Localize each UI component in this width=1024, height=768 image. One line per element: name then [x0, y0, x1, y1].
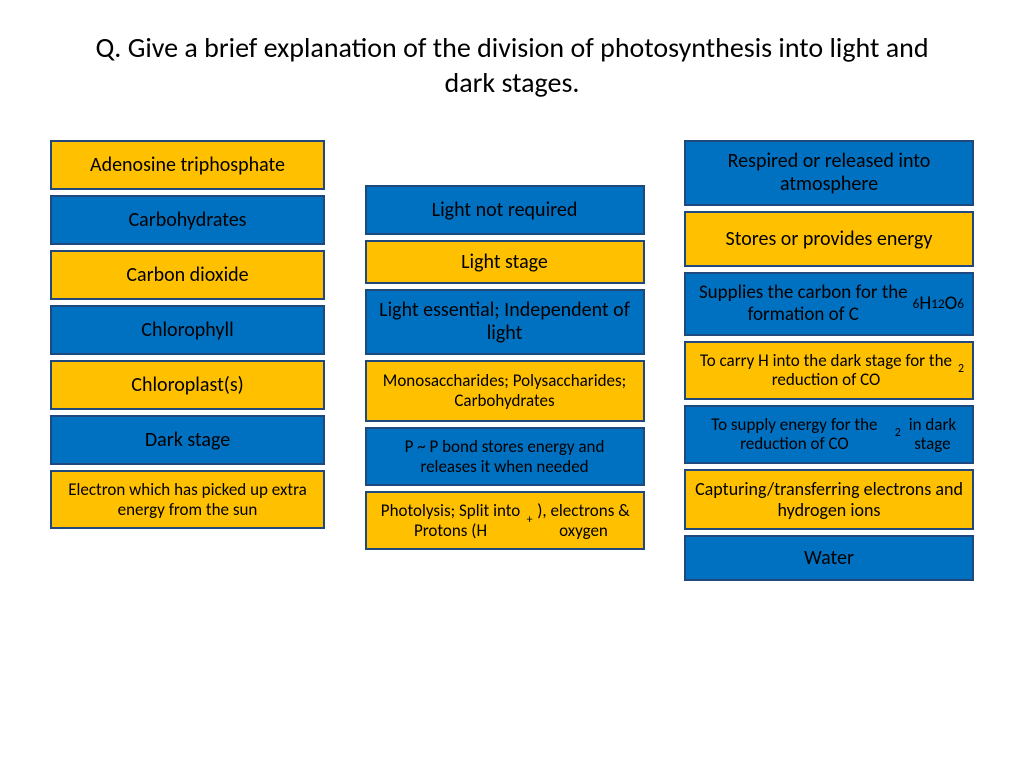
- term-box: Water: [684, 535, 974, 581]
- column-2: Light not required Light stage Light essen…: [365, 185, 645, 581]
- column-3: Respired or released into atmosphereStor…: [684, 140, 974, 581]
- term-box: Light essential; Independent of light: [365, 289, 645, 355]
- term-box: Supplies the carbon for the formation of…: [684, 272, 974, 336]
- term-box: Stores or provides energy: [684, 211, 974, 267]
- term-box: Light not required: [365, 185, 645, 235]
- term-box: Adenosine triphosphate: [50, 140, 325, 190]
- term-box: Electron which has picked up extra energ…: [50, 470, 325, 529]
- term-box: To carry H into the dark stage for the r…: [684, 341, 974, 400]
- term-box: To supply energy for the reduction of CO…: [684, 405, 974, 464]
- term-box: Carbon dioxide: [50, 250, 325, 300]
- term-box: Respired or released into atmosphere: [684, 140, 974, 206]
- columns-container: Adenosine triphosphateCarbohydratesCarbo…: [0, 100, 1024, 581]
- term-box: Chloroplast(s): [50, 360, 325, 410]
- term-box: Chlorophyll: [50, 305, 325, 355]
- term-box: Carbohydrates: [50, 195, 325, 245]
- column-1: Adenosine triphosphateCarbohydratesCarbo…: [50, 140, 325, 581]
- term-box: Capturing/transferring electrons and hyd…: [684, 469, 974, 530]
- term-box: Monosaccharides; Polysaccharides; Carboh…: [365, 360, 645, 422]
- term-box: Dark stage: [50, 415, 325, 465]
- term-box: P ~ P bond stores energy and releases it…: [365, 427, 645, 486]
- term-box: Photolysis; Split into Protons (H+), ele…: [365, 491, 645, 550]
- term-box: Light stage: [365, 240, 645, 284]
- page-title: Q. Give a brief explanation of the divis…: [0, 0, 1024, 100]
